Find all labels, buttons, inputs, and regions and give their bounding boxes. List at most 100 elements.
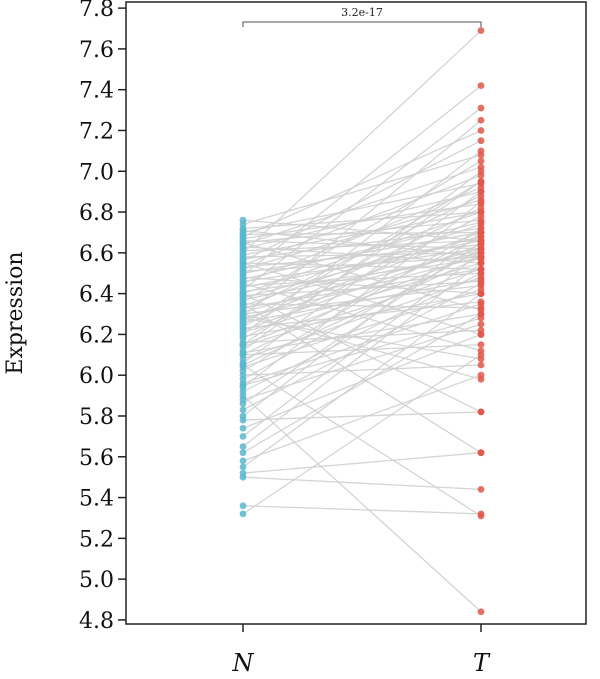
pair-line <box>242 301 482 329</box>
point-n <box>239 406 247 414</box>
y-tick-label: 6.2 <box>79 323 114 348</box>
pair-line <box>242 239 482 250</box>
significance-label: 3.2e-17 <box>341 6 383 19</box>
point-n <box>239 290 247 298</box>
point-t <box>477 178 485 185</box>
point-t <box>477 116 485 124</box>
y-tick-label: 7.4 <box>79 79 114 104</box>
pair-line <box>242 333 482 429</box>
significance-line <box>242 21 482 27</box>
point-t <box>477 245 485 253</box>
plot-frame <box>125 1 587 625</box>
y-tick-label: 4.8 <box>79 609 114 634</box>
point-t <box>477 306 485 314</box>
pair-line <box>242 505 482 515</box>
point-t <box>477 137 485 145</box>
point-n <box>239 300 247 308</box>
pair-line <box>242 364 482 376</box>
y-tick-label: 5.8 <box>79 405 114 430</box>
point-t <box>477 355 485 363</box>
pair-line <box>242 476 482 491</box>
pair-line <box>242 262 482 333</box>
points <box>239 27 485 616</box>
point-t <box>477 253 485 261</box>
pair-line <box>242 268 482 348</box>
pair-line <box>242 242 482 405</box>
point-t <box>477 347 485 355</box>
point-t <box>477 290 485 298</box>
pair-lines <box>242 30 482 613</box>
y-tick-label: 7.0 <box>79 160 114 185</box>
point-t <box>477 171 485 179</box>
point-n <box>239 412 247 420</box>
pair-line <box>242 258 482 293</box>
pair-line <box>242 182 482 234</box>
pair-line <box>242 317 482 387</box>
point-n <box>239 469 247 477</box>
pair-line <box>242 354 482 515</box>
pair-line <box>242 235 482 299</box>
point-n <box>239 381 247 389</box>
point-n <box>239 280 247 287</box>
pair-line <box>242 262 482 336</box>
pair-line <box>242 150 482 335</box>
point-t <box>477 259 485 267</box>
point-n <box>239 341 247 349</box>
point-t <box>477 229 485 236</box>
pair-line <box>242 262 482 270</box>
pair-line <box>242 276 482 295</box>
y-tick-label: 5.6 <box>79 446 114 471</box>
point-t <box>477 208 485 216</box>
point-t <box>477 331 485 338</box>
point-t <box>477 486 485 493</box>
pair-line <box>242 154 482 225</box>
point-t <box>477 27 485 34</box>
pair-line <box>242 221 482 280</box>
point-t <box>477 375 485 383</box>
y-axis-title: Expression <box>3 251 28 374</box>
plot-area <box>125 1 587 625</box>
point-n <box>239 502 247 510</box>
pair-line <box>242 374 482 462</box>
y-tick-label: 6.6 <box>79 242 114 267</box>
pair-line <box>242 288 482 368</box>
pair-line <box>242 231 482 236</box>
point-n <box>239 351 247 359</box>
point-t <box>477 361 485 369</box>
y-tick-label: 6.8 <box>79 201 114 226</box>
point-t <box>477 216 485 224</box>
point-n <box>239 361 247 369</box>
pair-line <box>242 199 482 270</box>
pair-line <box>242 411 482 421</box>
pair-line <box>242 256 482 319</box>
pair-line <box>242 186 482 285</box>
pair-line <box>242 395 482 613</box>
point-t <box>477 512 485 520</box>
pair-line <box>242 219 482 244</box>
point-n <box>239 239 247 247</box>
pair-line <box>242 248 482 380</box>
pair-line <box>242 229 482 258</box>
pair-line <box>242 203 482 240</box>
point-t <box>477 277 485 285</box>
pair-line <box>242 211 482 230</box>
point-n <box>239 457 247 465</box>
point-t <box>477 408 485 416</box>
point-t <box>477 82 485 90</box>
y-tick-label: 5.0 <box>79 568 114 593</box>
pair-line <box>242 329 482 344</box>
point-n <box>239 216 247 224</box>
y-tick-label: 6.0 <box>79 364 114 389</box>
x-category-label: N <box>232 649 255 677</box>
y-tick-label: 7.8 <box>79 0 114 22</box>
pair-line <box>242 293 482 413</box>
point-t <box>477 157 485 165</box>
pair-line <box>242 278 482 323</box>
point-n <box>239 443 247 450</box>
pair-line <box>242 280 482 297</box>
x-category-label: T <box>473 649 491 677</box>
pair-line <box>242 284 482 315</box>
pair-line <box>242 231 482 274</box>
